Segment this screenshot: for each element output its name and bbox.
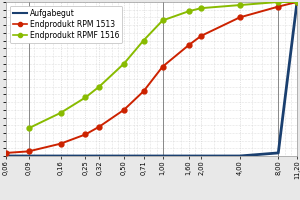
Legend: Aufgabegut, Endprodukt RPM 1513, Endprodukt RPMF 1516: Aufgabegut, Endprodukt RPM 1513, Endprod… (10, 6, 122, 43)
